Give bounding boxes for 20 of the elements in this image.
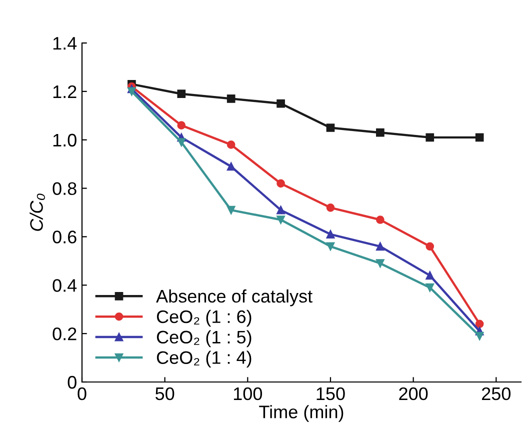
x-tick-label: 100 xyxy=(234,387,262,400)
y-tick-label: 0 xyxy=(68,376,76,389)
x-axis-title: Time (min) xyxy=(259,405,344,422)
x-tick-label: 50 xyxy=(156,387,174,400)
x-tick-label: 200 xyxy=(399,387,428,400)
x-tick-label: 250 xyxy=(482,387,511,400)
y-axis-title: C/C₀ xyxy=(30,194,45,231)
legend-label: CeO₂ (1 : 5) xyxy=(156,330,252,348)
legend-label: Absence of catalyst xyxy=(156,289,312,306)
x-tick-label: 150 xyxy=(316,387,345,400)
y-tick-label: 0.4 xyxy=(52,279,77,292)
y-tick-label: 0.8 xyxy=(52,182,76,196)
y-tick-label: 0.6 xyxy=(52,230,76,244)
y-tick-label: 1.0 xyxy=(53,134,76,147)
x-tick-label: 0 xyxy=(78,387,86,400)
y-tick-label: 1.4 xyxy=(53,37,77,50)
y-tick-label: 0.2 xyxy=(52,328,76,340)
y-tick-label: 1.2 xyxy=(53,85,76,98)
legend-label: CeO₂ (1 : 6) xyxy=(156,310,252,327)
legend-label: CeO₂ (1 : 4) xyxy=(156,350,252,368)
